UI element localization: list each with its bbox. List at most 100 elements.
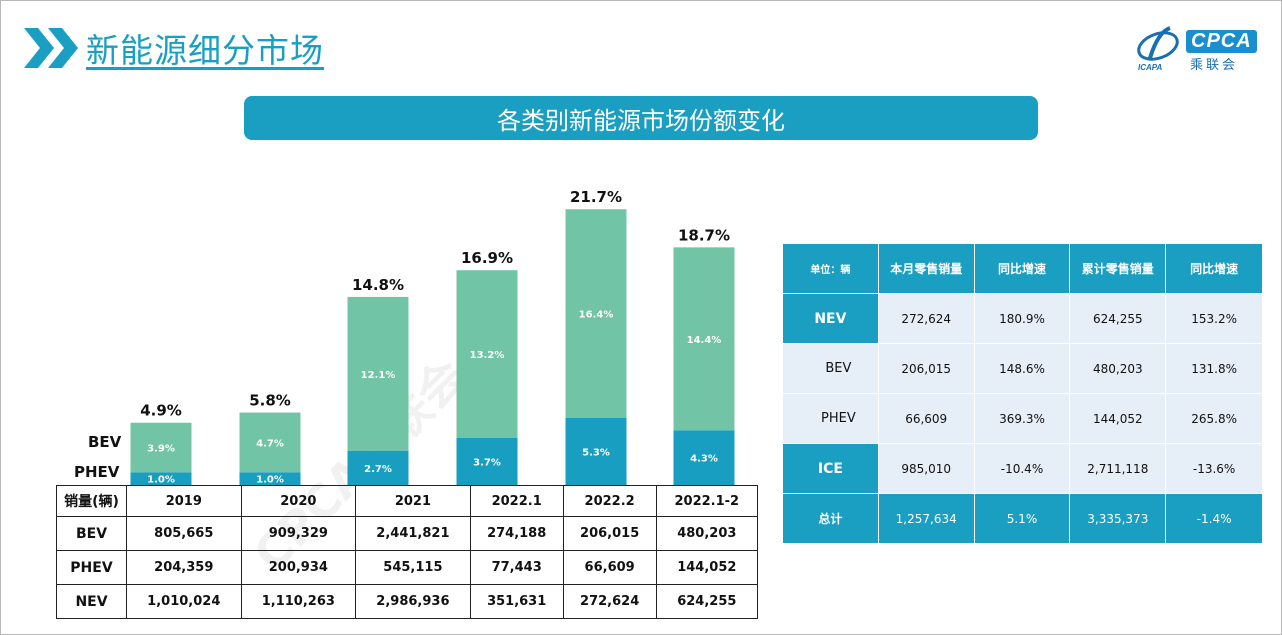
table-row: BEV 206,015 148.6% 480,203 131.8% <box>782 343 1263 394</box>
table-header-row: 单位：辆 本月零售销量 同比增速 累计零售销量 同比增速 <box>782 243 1263 294</box>
column-header: 同比增速 <box>973 243 1071 294</box>
cpca-logo-icon: ICAPA <box>1137 26 1179 72</box>
column-header: 本月零售销量 <box>877 243 975 294</box>
table-row: NEV 272,624 180.9% 624,255 153.2% <box>782 293 1263 344</box>
table-cell: 1,257,634 <box>877 493 975 544</box>
row-header: 总计 <box>782 493 879 544</box>
table-cell: 144,052 <box>655 550 759 585</box>
row-header: ICE <box>782 443 879 494</box>
table-cell: 2,986,936 <box>355 584 471 619</box>
column-header: 同比增速 <box>1165 243 1263 294</box>
table-cell: 153.2% <box>1165 293 1263 344</box>
total-data-label: 16.9% <box>461 249 513 267</box>
bev-bar <box>456 270 518 438</box>
table-cell: 77,443 <box>469 550 564 585</box>
phev-data-label: 2.7% <box>364 464 392 475</box>
bev-data-label: 13.2% <box>470 350 505 361</box>
phev-bar <box>456 437 518 485</box>
column-header: 累计零售销量 <box>1069 243 1167 294</box>
table-row: PHEV 66,609 369.3% 144,052 265.8% <box>782 393 1263 444</box>
bev-data-label: 14.4% <box>687 335 722 346</box>
table-cell: 272,624 <box>562 584 657 619</box>
table-cell: 624,255 <box>1069 293 1167 344</box>
table-cell: 480,203 <box>1069 343 1167 394</box>
row-header: NEV <box>782 293 879 344</box>
phev-data-label: 4.3% <box>690 454 718 465</box>
bev-bar <box>347 296 409 451</box>
table-cell: 2,441,821 <box>355 516 471 551</box>
bev-bar <box>565 209 627 418</box>
table-cell: 200,934 <box>240 550 357 585</box>
table-cell: 148.6% <box>973 343 1071 394</box>
table-header-row: 销量(辆) 2019 2020 2021 2022.1 2022.2 2022.1-2 <box>56 485 759 517</box>
phev-data-label: 3.7% <box>473 457 501 468</box>
chevron-double-icon <box>24 28 78 68</box>
table-cell: 272,624 <box>877 293 975 344</box>
table-row: 总计 1,257,634 5.1% 3,335,373 -1.4% <box>782 493 1263 544</box>
phev-bar <box>130 472 192 485</box>
legend-phev: PHEV <box>74 463 120 481</box>
bev-data-label: 12.1% <box>361 370 396 381</box>
bev-data-label: 16.4% <box>579 309 614 320</box>
table-row: PHEV 204,359 200,934 545,115 77,443 66,609 144… <box>56 550 759 585</box>
table-cell: 5.1% <box>973 493 1071 544</box>
total-data-label: 14.8% <box>352 276 404 294</box>
logo-small-text: ICAPA <box>1138 63 1163 72</box>
row-header: BEV <box>56 516 127 551</box>
table-cell: 351,631 <box>469 584 564 619</box>
table-cell: -13.6% <box>1165 443 1263 494</box>
total-data-label: 18.7% <box>678 226 730 244</box>
table-row: BEV 805,665 909,329 2,441,821 274,188 206,015… <box>56 516 759 551</box>
table-cell: -1.4% <box>1165 493 1263 544</box>
logo-cn-text: 乘联会 <box>1190 58 1239 73</box>
row-header: PHEV <box>782 393 879 444</box>
phev-bar <box>347 450 409 485</box>
column-header: 2019 <box>126 485 242 517</box>
column-header: 2022.2 <box>562 485 657 517</box>
legend-bev: BEV <box>88 433 122 451</box>
bev-data-label: 4.7% <box>256 438 284 449</box>
bev-bar <box>673 247 735 431</box>
sales-volume-table: 销量(辆) 2019 2020 2021 2022.1 2022.2 2022.1-2 BEV… <box>56 485 759 619</box>
table-cell: 265.8% <box>1165 393 1263 444</box>
table-cell: 1,010,024 <box>126 584 242 619</box>
logo-text: CPCA <box>1186 30 1257 53</box>
column-header: 2020 <box>240 485 357 517</box>
phev-data-label: 5.3% <box>582 447 610 458</box>
table-cell: 144,052 <box>1069 393 1167 444</box>
row-header: PHEV <box>56 550 127 585</box>
chart-banner: 各类别新能源市场份额变化 <box>244 96 1038 140</box>
table-cell: -10.4% <box>973 443 1071 494</box>
phev-bar <box>673 430 735 485</box>
table-cell: 545,115 <box>355 550 471 585</box>
table-corner-header: 销量(辆) <box>56 485 127 517</box>
table-cell: 909,329 <box>240 516 357 551</box>
table-cell: 805,665 <box>126 516 242 551</box>
bev-data-label: 3.9% <box>147 444 175 455</box>
share-stacked-bar-chart: 1.0% 3.9% 4.9% 1.0% 4.7% 5.8% 2.7% 12.1% 14.8% 3.… <box>74 188 735 486</box>
table-cell: 66,609 <box>562 550 657 585</box>
table-cell: 480,203 <box>655 516 759 551</box>
table-cell: 180.9% <box>973 293 1071 344</box>
phev-data-label: 1.0% <box>147 475 175 486</box>
table-cell: 204,359 <box>126 550 242 585</box>
total-data-label: 21.7% <box>570 188 622 206</box>
unit-header: 单位：辆 <box>782 243 879 294</box>
phev-bar <box>565 417 627 485</box>
table-cell: 1,110,263 <box>240 584 357 619</box>
page-title: 新能源细分市场 <box>86 31 324 70</box>
phev-bar <box>239 472 301 485</box>
row-header: NEV <box>56 584 127 619</box>
bev-bar <box>239 412 301 473</box>
phev-data-label: 1.0% <box>256 475 284 486</box>
table-cell: 985,010 <box>877 443 975 494</box>
table-cell: 624,255 <box>655 584 759 619</box>
table-cell: 66,609 <box>877 393 975 444</box>
bev-bar <box>130 422 192 473</box>
column-header: 2022.1 <box>469 485 564 517</box>
retail-growth-table: 单位：辆 本月零售销量 同比增速 累计零售销量 同比增速 NEV 272,624 180.9%… <box>782 243 1263 544</box>
column-header: 2022.1-2 <box>655 485 759 517</box>
table-cell: 2,711,118 <box>1069 443 1167 494</box>
table-cell: 369.3% <box>973 393 1071 444</box>
table-cell: 206,015 <box>562 516 657 551</box>
